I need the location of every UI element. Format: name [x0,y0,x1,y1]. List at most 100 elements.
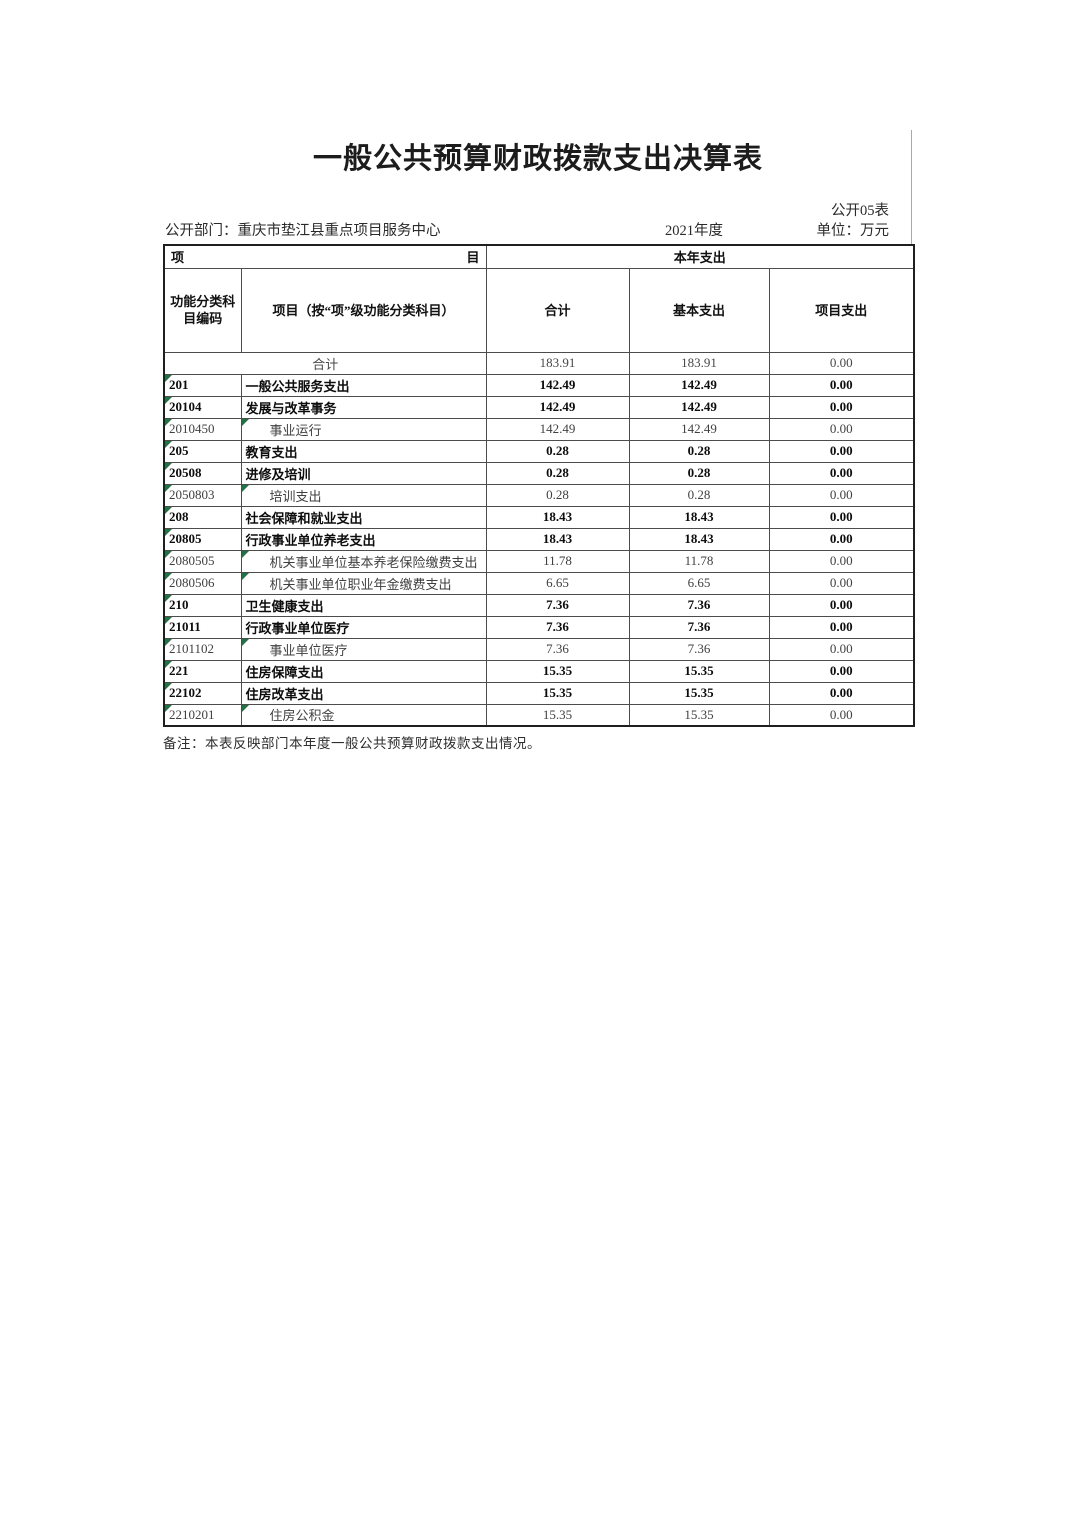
code-cell: 2050803 [163,483,242,507]
code-cell: 2080506 [163,571,242,595]
total-total-cell: 183.91 [485,351,630,375]
project-cell: 0.00 [768,439,915,463]
total-cell: 7.36 [485,615,630,639]
fiscal-year-label: 2021年度 [665,223,723,239]
code-cell: 2010450 [163,417,242,441]
expenditure-table: 项 目 本年支出 功能分类科目编码 项目（按“项”级功能分类科目） 合计 基本支… [163,244,916,727]
table-row: 22102 住房改革支出 15.35 15.35 0.00 [163,681,915,705]
table-row: 2050803 培训支出 0.28 0.28 0.00 [163,483,915,507]
table-row: 2010450 事业运行 142.49 142.49 0.00 [163,417,915,441]
header-item-left: 项 [171,250,185,266]
project-cell: 0.00 [768,549,915,573]
name-cell: 培训支出 [240,483,487,507]
code-cell: 205 [163,439,242,463]
name-cell: 住房公积金 [240,703,487,727]
project-cell: 0.00 [768,615,915,639]
code-cell: 201 [163,373,242,397]
code-cell: 20104 [163,395,242,419]
header-projexp-cell: 项目支出 [768,267,915,353]
total-basic-cell: 183.91 [628,351,770,375]
basic-cell: 7.36 [628,615,770,639]
table-row: 2080505 机关事业单位基本养老保险缴费支出 11.78 11.78 0.0… [163,549,915,573]
total-cell: 0.28 [485,439,630,463]
total-cell: 7.36 [485,637,630,661]
total-cell: 18.43 [485,505,630,529]
name-cell: 行政事业单位养老支出 [240,527,487,551]
name-cell: 教育支出 [240,439,487,463]
page-title: 一般公共预算财政拨款支出决算表 [312,143,763,175]
total-cell: 18.43 [485,527,630,551]
name-cell: 事业运行 [240,417,487,441]
code-cell: 2101102 [163,637,242,661]
basic-cell: 6.65 [628,571,770,595]
table-row: 2210201 住房公积金 15.35 15.35 0.00 [163,703,915,727]
basic-cell: 0.28 [628,439,770,463]
total-cell: 142.49 [485,373,630,397]
project-cell: 0.00 [768,659,915,683]
name-cell: 卫生健康支出 [240,593,487,617]
project-cell: 0.00 [768,373,915,397]
code-cell: 2080505 [163,549,242,573]
total-cell: 0.28 [485,483,630,507]
table-row: 2080506 机关事业单位职业年金缴费支出 6.65 6.65 0.00 [163,571,915,595]
basic-cell: 142.49 [628,417,770,441]
header-item-right: 目 [466,250,480,266]
header-basic-cell: 基本支出 [628,267,770,353]
project-cell: 0.00 [768,571,915,595]
header-row-1: 项 目 本年支出 [163,244,915,269]
total-cell: 142.49 [485,395,630,419]
basic-cell: 15.35 [628,703,770,727]
basic-cell: 7.36 [628,637,770,661]
name-cell: 事业单位医疗 [240,637,487,661]
name-cell: 住房改革支出 [240,681,487,705]
code-cell: 20508 [163,461,242,485]
name-cell: 机关事业单位基本养老保险缴费支出 [240,549,487,573]
code-cell: 210 [163,593,242,617]
table-row: 201 一般公共服务支出 142.49 142.49 0.00 [163,373,915,397]
header-year-expense-cell: 本年支出 [485,244,915,269]
department-label: 公开部门：重庆市垫江县重点项目服务中心 [165,223,441,239]
name-cell: 一般公共服务支出 [240,373,487,397]
project-cell: 0.00 [768,527,915,551]
header-project-cell: 项目（按“项”级功能分类科目） [240,267,487,353]
project-cell: 0.00 [768,505,915,529]
code-cell: 20805 [163,527,242,551]
table-code: 公开05表 [831,203,889,219]
name-cell: 住房保障支出 [240,659,487,683]
table-row: 20805 行政事业单位养老支出 18.43 18.43 0.00 [163,527,915,551]
table-code-line: 公开05表 [163,201,913,221]
project-cell: 0.00 [768,593,915,617]
name-cell: 发展与改革事务 [240,395,487,419]
project-cell: 0.00 [768,483,915,507]
table-row: 21011 行政事业单位医疗 7.36 7.36 0.00 [163,615,915,639]
code-cell: 21011 [163,615,242,639]
meta-line: 公开部门：重庆市垫江县重点项目服务中心 2021年度 单位：万元 [163,221,913,241]
total-cell: 15.35 [485,703,630,727]
project-cell: 0.00 [768,461,915,485]
basic-cell: 11.78 [628,549,770,573]
table-row: 221 住房保障支出 15.35 15.35 0.00 [163,659,915,683]
total-cell: 15.35 [485,659,630,683]
code-cell: 221 [163,659,242,683]
project-cell: 0.00 [768,395,915,419]
table-row: 205 教育支出 0.28 0.28 0.00 [163,439,915,463]
total-cell: 6.65 [485,571,630,595]
basic-cell: 0.28 [628,461,770,485]
header-row-2: 功能分类科目编码 项目（按“项”级功能分类科目） 合计 基本支出 项目支出 [163,267,915,353]
total-cell: 7.36 [485,593,630,617]
table-row: 20104 发展与改革事务 142.49 142.49 0.00 [163,395,915,419]
total-row: 合计 183.91 183.91 0.00 [163,351,915,375]
code-cell: 2210201 [163,703,242,727]
basic-cell: 15.35 [628,659,770,683]
total-cell: 142.49 [485,417,630,441]
footnote: 备注：本表反映部门本年度一般公共预算财政拨款支出情况。 [163,736,541,751]
table-row: 2101102 事业单位医疗 7.36 7.36 0.00 [163,637,915,661]
header-code-cell: 功能分类科目编码 [163,267,242,353]
total-label-cell: 合计 [163,351,487,375]
header-total-cell: 合计 [485,267,630,353]
project-cell: 0.00 [768,703,915,727]
basic-cell: 142.49 [628,395,770,419]
sheet-right-gridline [911,130,912,246]
basic-cell: 18.43 [628,527,770,551]
code-cell: 22102 [163,681,242,705]
